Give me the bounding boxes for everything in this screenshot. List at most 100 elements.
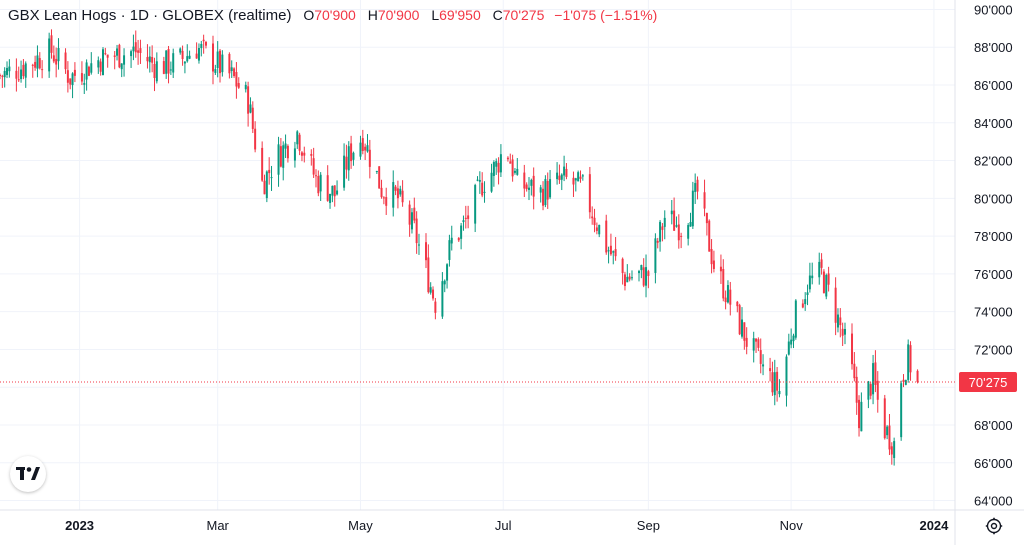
y-axis-tick-label: 84'000	[974, 116, 1013, 131]
candle-body	[776, 371, 779, 391]
candle-body	[216, 51, 219, 68]
candle-body	[670, 210, 673, 215]
candle-body	[909, 345, 912, 373]
candle-body	[298, 134, 301, 151]
candle-body	[558, 175, 561, 181]
candle-body	[22, 64, 25, 77]
candle-body	[478, 180, 481, 182]
candle-body	[134, 42, 137, 53]
x-axis-tick-label: Jul	[495, 518, 512, 533]
candle-body	[277, 144, 280, 175]
candle-body	[673, 210, 676, 231]
candle-body	[860, 401, 863, 432]
candle-body	[214, 69, 217, 73]
candle-body	[139, 48, 142, 53]
candle-body	[425, 242, 428, 261]
candle-body	[352, 152, 355, 160]
candle-body	[790, 339, 793, 345]
candle-body	[523, 172, 526, 189]
candle-body	[818, 261, 821, 278]
tradingview-logo-icon[interactable]	[10, 456, 46, 492]
candle-body	[712, 260, 715, 269]
candle-body	[904, 380, 907, 385]
candle-body	[71, 73, 74, 86]
candle-body	[382, 197, 385, 199]
candle-body	[172, 53, 175, 73]
candle-body	[212, 43, 215, 72]
candle-body	[511, 159, 514, 177]
candle-body	[689, 221, 692, 227]
candle-body	[336, 190, 339, 195]
candle-body	[574, 178, 577, 181]
candle-body	[581, 175, 584, 177]
candle-body	[703, 192, 706, 209]
candle-body	[228, 53, 231, 74]
candle-body	[841, 328, 844, 336]
candle-body	[296, 131, 299, 145]
candle-body	[787, 341, 790, 355]
candle-body	[740, 319, 743, 337]
candle-body	[300, 152, 303, 156]
y-axis-tick-label: 76'000	[974, 267, 1013, 282]
y-axis-tick-label: 82'000	[974, 154, 1013, 169]
candle-body	[132, 46, 135, 52]
candle-body	[401, 190, 404, 203]
candle-body	[123, 55, 126, 65]
candle-body	[659, 221, 662, 242]
candle-body	[394, 186, 397, 191]
symbol-title[interactable]: GBX Lean Hogs · 1D · GLOBEX (realtime)	[8, 7, 292, 24]
candle-body	[415, 218, 418, 244]
candle-body	[57, 48, 60, 62]
candle-body	[169, 69, 172, 71]
candle-body	[151, 56, 154, 63]
y-axis-tick-label: 74'000	[974, 305, 1013, 320]
candle-body	[101, 49, 104, 76]
candle-body	[642, 267, 645, 286]
candle-body	[443, 280, 446, 285]
candle-body	[771, 372, 774, 393]
low-value: 69'950	[439, 7, 481, 23]
candle-body	[399, 188, 402, 195]
candle-body	[364, 146, 367, 151]
candle-body	[17, 79, 20, 81]
candle-body	[284, 143, 287, 149]
candle-body	[368, 149, 371, 167]
candle-body	[261, 147, 264, 181]
candle-body	[31, 64, 34, 66]
candle-body	[544, 179, 547, 206]
candle-body	[513, 170, 516, 173]
candle-body	[99, 61, 102, 72]
candle-body	[607, 250, 610, 252]
candle-body	[36, 55, 39, 69]
candle-body	[179, 48, 182, 53]
candle-body	[546, 180, 549, 200]
candle-body	[752, 338, 755, 351]
x-axis-tick-label: Mar	[206, 518, 229, 533]
candle-body	[556, 172, 559, 180]
candle-body	[888, 425, 891, 450]
candle-body	[579, 176, 582, 179]
candle-body	[392, 182, 395, 208]
last-price-label: 70'275	[969, 375, 1008, 390]
candle-body	[329, 193, 332, 203]
candle-body	[378, 166, 381, 189]
candle-body	[516, 168, 519, 175]
candle-body	[855, 376, 858, 403]
candle-body	[525, 184, 528, 190]
candle-body	[638, 271, 641, 274]
candle-body	[413, 207, 416, 221]
candle-body	[146, 57, 149, 62]
candle-body	[858, 399, 861, 429]
candle-body	[893, 441, 896, 458]
y-axis-tick-label: 80'000	[974, 191, 1013, 206]
gear-icon[interactable]	[984, 516, 1004, 536]
candle-body	[820, 259, 823, 268]
candle-body	[73, 69, 76, 76]
candle-body	[197, 47, 200, 61]
x-axis-tick-label: May	[348, 518, 373, 533]
candle-body	[663, 217, 666, 227]
candle-body	[483, 191, 486, 193]
candle-body	[792, 335, 795, 342]
